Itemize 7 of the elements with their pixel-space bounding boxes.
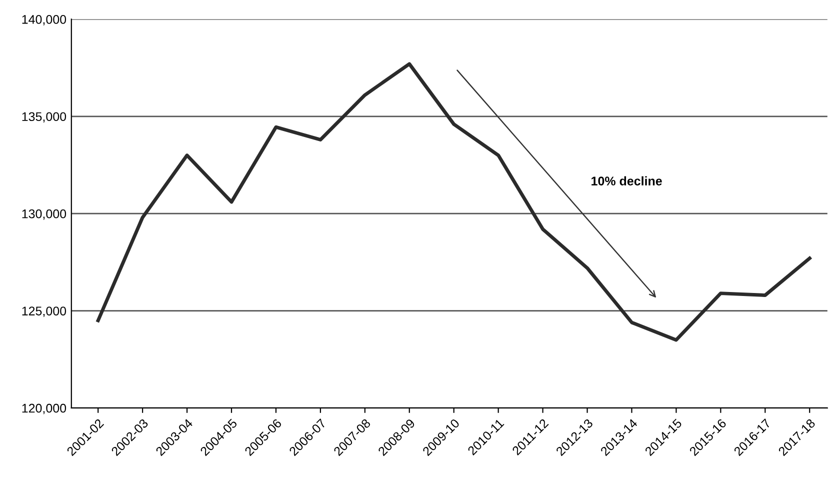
y-tick-label: 135,000 xyxy=(22,112,66,123)
annotation: 10% decline xyxy=(592,176,662,186)
y-tick-label: 120,000 xyxy=(22,404,66,414)
line-series xyxy=(96,62,812,342)
y-tick-label: 130,000 xyxy=(22,209,66,220)
y-tick-label: 140,000 xyxy=(22,15,66,26)
y-tick-label: 125,000 xyxy=(22,306,66,317)
